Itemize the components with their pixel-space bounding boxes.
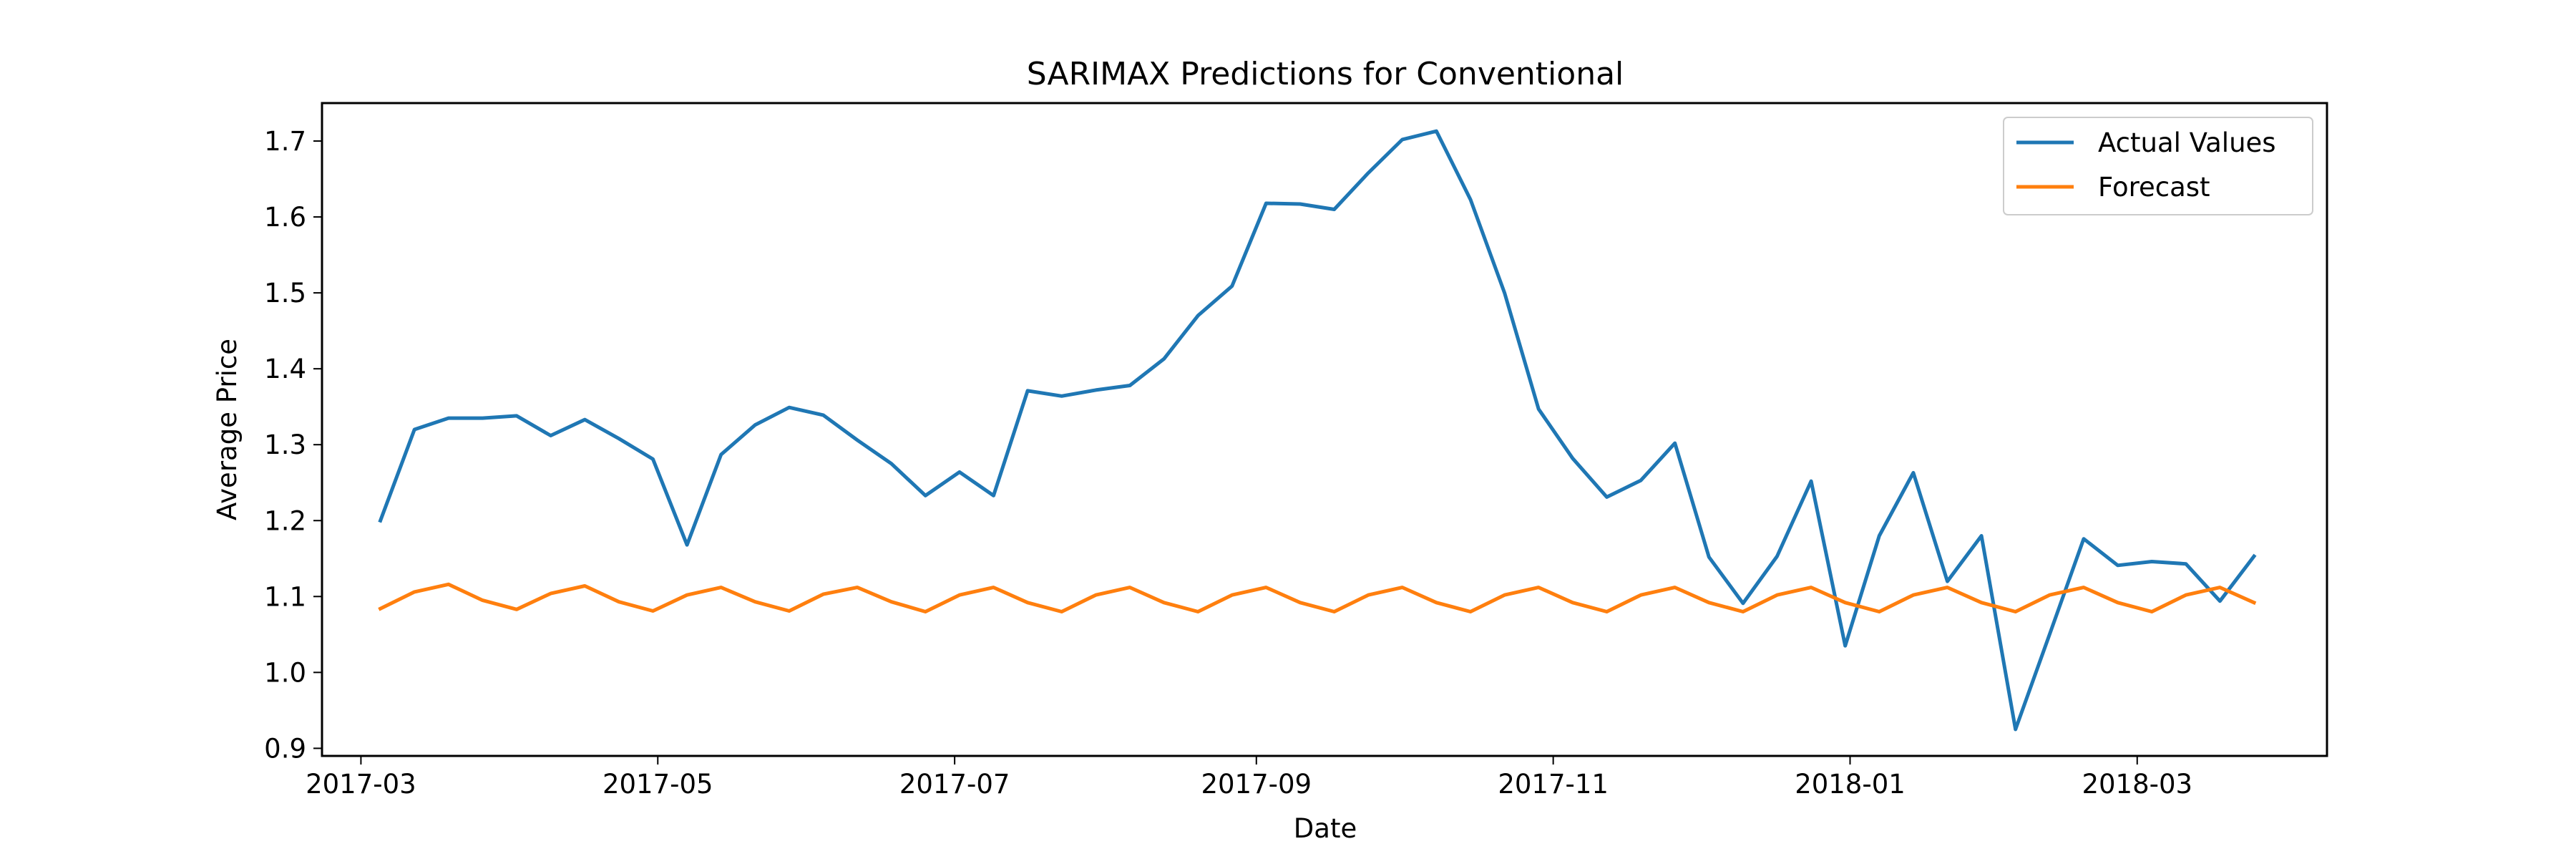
series-line-1 — [378, 582, 2257, 613]
y-tick-label: 0.9 — [264, 733, 306, 764]
x-tick-label: 2017-07 — [899, 769, 1010, 800]
chart-title: SARIMAX Predictions for Conventional — [1027, 56, 1624, 92]
legend: Actual Values Forecast — [2003, 117, 2313, 215]
y-tick-label: 1.6 — [264, 202, 306, 233]
legend-label-1: Forecast — [2098, 172, 2210, 203]
x-tick-label: 2018-01 — [1795, 769, 1906, 800]
axes-frame — [321, 102, 2328, 757]
x-tick-label: 2018-03 — [2082, 769, 2192, 800]
legend-label-0: Actual Values — [2098, 127, 2276, 158]
y-tick-label: 1.7 — [264, 126, 306, 157]
x-tick-label: 2017-03 — [306, 769, 416, 800]
x-tick-label: 2017-09 — [1201, 769, 1312, 800]
series-line-0 — [378, 129, 2257, 732]
x-tick-label: 2017-05 — [602, 769, 713, 800]
y-axis: 0.9 1.0 1.1 1.2 1.3 1.4 1.5 1.6 1.7 — [264, 126, 322, 764]
x-axis: 2017-03 2017-05 2017-07 2017-09 2017-11 2018-… — [306, 756, 2192, 800]
y-tick-label: 1.4 — [264, 354, 306, 384]
y-axis-label: Average Price — [212, 339, 243, 520]
x-axis-label: Date — [1294, 813, 1357, 844]
plot-area — [378, 129, 2257, 732]
legend-box — [2003, 117, 2313, 215]
y-tick-label: 1.5 — [264, 278, 306, 309]
y-tick-label: 1.1 — [264, 581, 306, 612]
y-tick-label: 1.2 — [264, 505, 306, 536]
y-tick-label: 1.0 — [264, 657, 306, 688]
y-tick-label: 1.3 — [264, 430, 306, 460]
x-tick-label: 2017-11 — [1498, 769, 1609, 800]
